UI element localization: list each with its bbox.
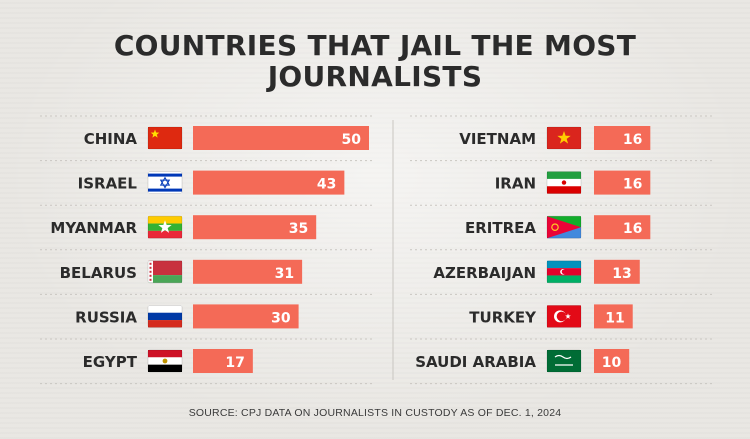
eritrea-flag-icon: [546, 215, 582, 239]
bar-russia: [193, 304, 299, 329]
country-label-israel: ISRAEL: [78, 175, 138, 193]
value-label-china: 50: [342, 132, 362, 148]
bar-saudi-arabia: [594, 349, 630, 373]
azerbaijan-flag-icon: [546, 260, 582, 284]
value-label-turkey: 11: [605, 310, 624, 326]
country-label-china: CHINA: [84, 130, 138, 148]
country-label-egypt: EGYPT: [83, 353, 138, 371]
bar-egypt: [193, 349, 253, 373]
country-label-iran: IRAN: [495, 175, 536, 193]
country-label-saudi-arabia: SAUDI ARABIA: [415, 353, 536, 371]
value-label-vietnam: 16: [623, 132, 642, 148]
egypt-flag-icon: [147, 349, 183, 373]
value-label-russia: 30: [271, 310, 291, 326]
value-label-iran: 16: [623, 177, 642, 193]
china-flag-icon: [147, 126, 183, 150]
country-label-turkey: TURKEY: [469, 308, 537, 326]
myanmar-flag-icon: [147, 215, 183, 239]
value-label-eritrea: 16: [623, 221, 642, 237]
source-note: SOURCE: CPJ DATA ON JOURNALISTS IN CUSTO…: [188, 407, 562, 419]
israel-flag-icon: [147, 171, 183, 195]
bar-myanmar: [193, 215, 317, 240]
bar-azerbaijan: [594, 259, 640, 284]
iran-flag-icon: [546, 171, 582, 195]
value-label-myanmar: 35: [289, 221, 308, 237]
country-label-belarus: BELARUS: [60, 264, 137, 282]
country-label-myanmar: MYANMAR: [50, 219, 137, 237]
value-label-belarus: 31: [275, 266, 294, 282]
bar-israel: [193, 170, 345, 195]
bar-iran: [594, 170, 651, 195]
value-label-azerbaijan: 13: [612, 266, 631, 282]
belarus-flag-icon: [147, 260, 183, 284]
value-label-israel: 43: [317, 177, 336, 193]
turkey-flag-icon: [546, 304, 582, 328]
bar-eritrea: [594, 215, 651, 240]
chart-title: COUNTRIES THAT JAIL THE MOST JOURNALISTS: [0, 30, 750, 92]
country-label-russia: RUSSIA: [75, 308, 137, 326]
saudi-arabia-flag-icon: [546, 349, 582, 373]
title-line-1: COUNTRIES THAT JAIL THE MOST: [113, 29, 637, 62]
bar-china: [193, 126, 369, 150]
title-line-2: JOURNALISTS: [267, 60, 483, 93]
value-label-egypt: 17: [225, 355, 244, 371]
country-label-azerbaijan: AZERBAIJAN: [433, 264, 536, 282]
bar-belarus: [193, 259, 303, 284]
country-label-eritrea: ERITREA: [465, 219, 536, 237]
bar-vietnam: [594, 126, 651, 150]
bar-turkey: [594, 304, 633, 329]
value-label-saudi-arabia: 10: [602, 355, 622, 371]
russia-flag-icon: [147, 304, 183, 328]
vietnam-flag-icon: [546, 126, 582, 150]
country-label-vietnam: VIETNAM: [459, 130, 536, 148]
